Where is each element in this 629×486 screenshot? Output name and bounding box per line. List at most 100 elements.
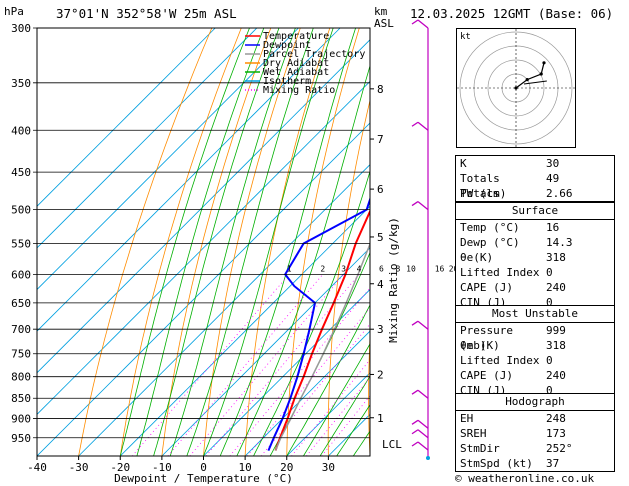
most-unstable-label: Lifted Index bbox=[460, 354, 540, 367]
indices-panel: K 30 Totals Totals 49 PW (cm) 2.66 bbox=[455, 155, 615, 202]
hodograph-stat-label: EH bbox=[460, 412, 474, 425]
hodograph-stat-value: 252° bbox=[546, 442, 573, 455]
dry-adiabat-line bbox=[368, 329, 370, 456]
lcl-label: LCL bbox=[382, 438, 402, 451]
index-label: PW (cm) bbox=[460, 187, 507, 200]
hodograph-point bbox=[525, 78, 529, 82]
index-value: 49 bbox=[546, 172, 560, 185]
mixing-ratio-label: 6 bbox=[379, 264, 384, 273]
dry-adiabat-line bbox=[619, 28, 629, 456]
most-unstable-value: 240 bbox=[546, 369, 566, 382]
pressure-tick-label: 350 bbox=[11, 77, 31, 90]
mixing-ratio-label: 2 bbox=[320, 264, 325, 273]
hodograph-stat-value: 248 bbox=[546, 412, 566, 425]
hodograph-ring bbox=[487, 59, 545, 117]
isotherm-line bbox=[78, 164, 370, 456]
pressure-tick-label: 650 bbox=[11, 297, 31, 310]
surface-value: 0 bbox=[546, 296, 553, 309]
most-unstable-row: CAPE (J) 240 bbox=[456, 368, 614, 383]
surface-label: CAPE (J) bbox=[460, 281, 513, 294]
hodograph: kt bbox=[456, 28, 576, 148]
wet-adiabat-line bbox=[286, 304, 370, 456]
height-tick-label: 2 bbox=[377, 368, 384, 381]
wind-barb-flag bbox=[411, 201, 419, 207]
isotherm-line bbox=[286, 372, 370, 456]
hodograph-point bbox=[514, 86, 518, 90]
storm-motion-vector bbox=[523, 80, 547, 85]
isotherm-line bbox=[37, 28, 299, 291]
x-axis-title: Dewpoint / Temperature (°C) bbox=[114, 472, 293, 485]
index-value: 2.66 bbox=[546, 187, 573, 200]
index-row: K 30 bbox=[456, 156, 614, 171]
isotherm-line bbox=[37, 28, 216, 207]
surface-value: 14.3 bbox=[546, 236, 573, 249]
wind-barb-flag bbox=[411, 389, 419, 395]
mixing-ratio-label: 16 bbox=[435, 264, 445, 273]
legend-label: Dry Adiabat bbox=[263, 58, 329, 69]
most-unstable-value: 0 bbox=[546, 384, 553, 397]
most-unstable-title: Most Unstable bbox=[456, 306, 614, 323]
pressure-tick-label: 400 bbox=[11, 124, 31, 137]
datetime-header: 12.03.2025 12GMT (Base: 06) bbox=[410, 6, 614, 21]
surface-row: Dewp (°C) 14.3 bbox=[456, 235, 614, 250]
isotherm-line bbox=[37, 80, 370, 415]
pressure-tick-label: 900 bbox=[11, 413, 31, 426]
index-row: PW (cm) 2.66 bbox=[456, 186, 614, 201]
hodograph-stat-label: StmSpd (kt) bbox=[460, 457, 533, 470]
surface-value: 16 bbox=[546, 221, 560, 234]
hodograph-table-panel: Hodograph EH 248 SREH 173 StmDir 252° StmSpd (… bbox=[455, 393, 615, 472]
pressure-tick-label: 600 bbox=[11, 268, 31, 281]
hodograph-ring bbox=[459, 31, 573, 145]
footer-credit: © weatheronline.co.uk bbox=[455, 472, 595, 485]
most-unstable-value: 0 bbox=[546, 354, 553, 367]
wind-barb bbox=[417, 389, 429, 399]
wind-barb bbox=[417, 121, 429, 131]
pressure-tick-label: 700 bbox=[11, 323, 31, 336]
index-value: 30 bbox=[546, 157, 560, 170]
mixing-ratio-label: 10 bbox=[406, 264, 416, 273]
mixing-ratio-label: 3 bbox=[341, 264, 346, 273]
surface-value: 240 bbox=[546, 281, 566, 294]
most-unstable-label: θe (K) bbox=[460, 339, 500, 352]
surface-value: 0 bbox=[546, 266, 553, 279]
pressure-tick-label: 950 bbox=[11, 432, 31, 445]
wind-barb bbox=[417, 201, 429, 211]
surface-row: Temp (°C) 16 bbox=[456, 220, 614, 235]
wind-barb bbox=[417, 419, 429, 429]
legend-label: Parcel Trajectory bbox=[263, 49, 365, 60]
surface-row: CAPE (J) 240 bbox=[456, 280, 614, 295]
surface-label: Dewp (°C) bbox=[460, 236, 520, 249]
height-unit-asl: ASL bbox=[374, 17, 394, 30]
height-tick-label: 3 bbox=[377, 323, 384, 336]
wind-barb bbox=[417, 441, 429, 451]
surface-label: Temp (°C) bbox=[460, 221, 520, 234]
isotherm-line bbox=[244, 330, 370, 456]
pressure-tick-label: 850 bbox=[11, 392, 31, 405]
height-tick-label: 6 bbox=[377, 183, 384, 196]
hodograph-stat-label: StmDir bbox=[460, 442, 500, 455]
wind-barb-surface-dot bbox=[426, 456, 430, 460]
surface-row: θe(K) 318 bbox=[456, 250, 614, 265]
pressure-tick-label: 550 bbox=[11, 237, 31, 250]
hodograph-point bbox=[542, 61, 546, 65]
index-label: K bbox=[460, 157, 467, 170]
wind-barb bbox=[417, 320, 429, 330]
most-unstable-panel: Most Unstable Pressure (mb) 999 θe (K) 318 L… bbox=[455, 305, 615, 399]
mixing-ratio-label: 4 bbox=[357, 264, 362, 273]
hodograph-stat-label: SREH bbox=[460, 427, 487, 440]
mixing-ratio-axis-title: Mixing Ratio (g/kg) bbox=[387, 217, 400, 343]
index-row: Totals Totals 49 bbox=[456, 171, 614, 200]
wind-barb-flag bbox=[411, 419, 419, 425]
mixing-ratio-line bbox=[246, 307, 370, 456]
hodograph-stat-row: SREH 173 bbox=[456, 426, 614, 441]
hodograph-trace bbox=[515, 62, 545, 89]
hodograph-stat-row: StmSpd (kt) 37 bbox=[456, 456, 614, 471]
pressure-tick-label: 450 bbox=[11, 166, 31, 179]
height-unit-km: km bbox=[374, 5, 388, 18]
wet-adiabat-line bbox=[136, 28, 265, 456]
temp-tick-label: 0 bbox=[200, 461, 207, 474]
surface-panel: Surface Temp (°C) 16 Dewp (°C) 14.3 θe(K) 318… bbox=[455, 202, 615, 311]
most-unstable-value: 999 bbox=[546, 324, 566, 337]
isotherm-line bbox=[37, 28, 341, 332]
wet-adiabat-line bbox=[303, 343, 370, 456]
